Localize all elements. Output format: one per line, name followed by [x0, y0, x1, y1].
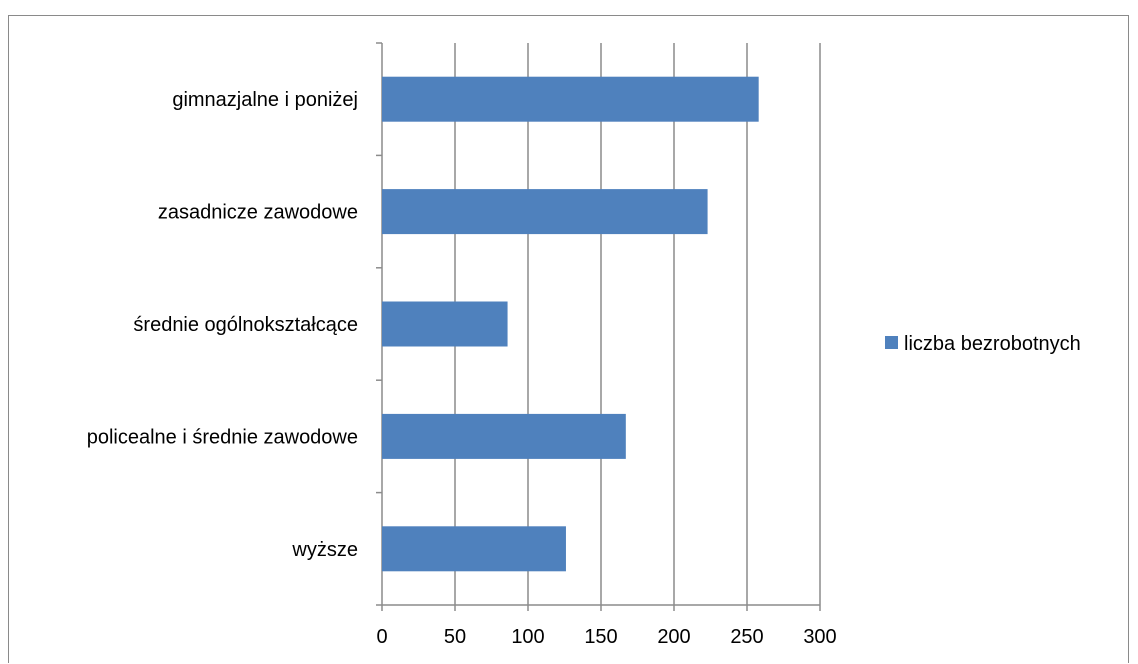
category-label: wyższe	[291, 539, 358, 561]
bar	[382, 301, 508, 347]
legend: liczba bezrobotnych	[885, 333, 1081, 355]
bars	[382, 76, 759, 572]
bar	[382, 413, 626, 459]
x-tick-label: 150	[584, 626, 617, 648]
category-labels: gimnazjalne i poniżej zasadnicze zawodowe…	[87, 89, 358, 561]
category-label: policealne i średnie zawodowe	[87, 426, 358, 448]
bar	[382, 76, 759, 122]
gridlines	[454, 43, 821, 605]
x-tick-labels: 0 50 100 150 200 250 300	[376, 626, 836, 648]
bar	[382, 526, 566, 572]
chart-frame	[8, 15, 1129, 663]
category-label: gimnazjalne i poniżej	[172, 89, 358, 111]
x-tick-label: 200	[657, 626, 690, 648]
legend-label: liczba bezrobotnych	[904, 333, 1081, 355]
x-tick-label: 50	[444, 626, 466, 648]
category-label: zasadnicze zawodowe	[158, 202, 358, 224]
bar	[382, 189, 708, 235]
x-tick-label: 250	[730, 626, 763, 648]
x-tick-label: 100	[511, 626, 544, 648]
x-tick-label: 0	[376, 626, 387, 648]
x-tick-label: 300	[803, 626, 836, 648]
category-label: średnie ogólnokształcące	[133, 314, 358, 336]
legend-swatch	[885, 336, 898, 349]
